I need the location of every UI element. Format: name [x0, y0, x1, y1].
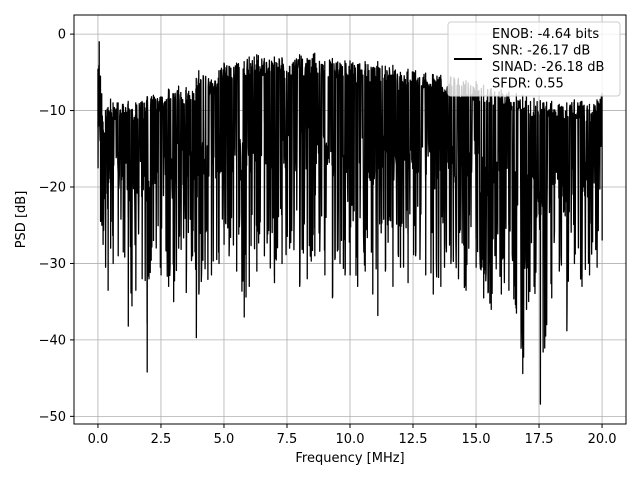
legend-entry-sinad: SINAD: -26.18 dB [492, 60, 604, 75]
plot-area [97, 41, 603, 405]
y-tick-label: −10 [39, 104, 66, 119]
y-tick-label: −20 [39, 181, 66, 196]
x-axis-ticks: 0.0 2.5 5.0 7.5 10.0 12.5 15.0 17.5 20.0 [88, 424, 617, 447]
x-tick-label: 7.5 [277, 432, 298, 447]
y-tick-label: −30 [39, 257, 66, 272]
legend-entry-sfdr: SFDR: 0.55 [492, 77, 564, 92]
x-axis-label: Frequency [MHz] [295, 451, 404, 466]
x-tick-label: 12.5 [399, 432, 428, 447]
x-tick-label: 10.0 [336, 432, 365, 447]
legend: ENOB: -4.64 bits SNR: -26.17 dB SINAD: -… [447, 21, 621, 97]
x-tick-label: 2.5 [151, 432, 172, 447]
legend-box [447, 21, 621, 97]
y-tick-label: −50 [39, 410, 66, 425]
x-tick-label: 17.5 [525, 432, 554, 447]
y-tick-label: −40 [39, 333, 66, 348]
y-axis-ticks: 0 −10 −20 −30 −40 −50 [39, 28, 74, 425]
psd-series-line [97, 41, 603, 405]
y-tick-label: 0 [58, 28, 66, 43]
y-axis-label: PSD [dB] [14, 191, 29, 249]
x-tick-label: 0.0 [88, 432, 109, 447]
x-tick-label: 5.0 [214, 432, 235, 447]
x-tick-label: 20.0 [588, 432, 617, 447]
legend-entry-enob: ENOB: -4.64 bits [492, 27, 599, 42]
x-tick-label: 15.0 [462, 432, 491, 447]
legend-entry-snr: SNR: -26.17 dB [492, 44, 590, 59]
